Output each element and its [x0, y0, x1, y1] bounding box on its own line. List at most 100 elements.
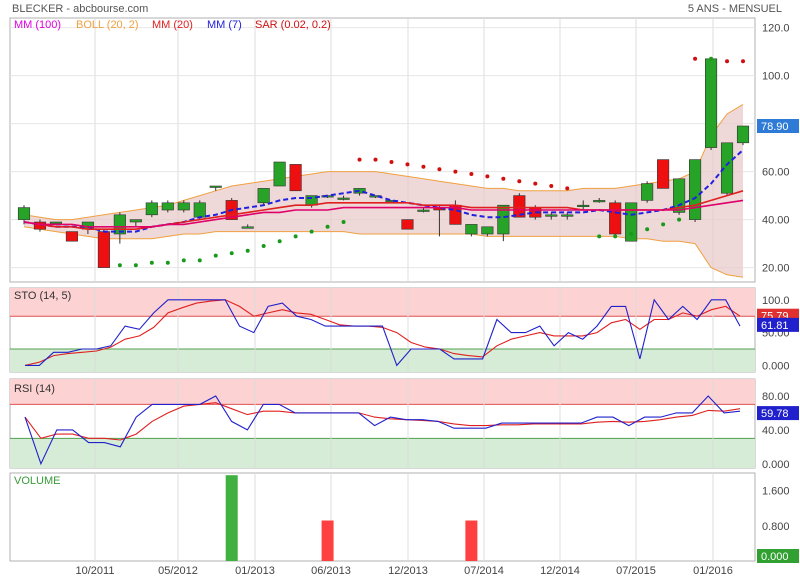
sar-dot: [373, 157, 378, 162]
candle-body: [353, 188, 366, 194]
candle: [65, 231, 78, 242]
legend-sar: SAR (0.02, 0.2): [255, 19, 331, 31]
candle-body: [193, 202, 206, 218]
legend-mm7: MM (7): [207, 19, 242, 31]
price-tick-label: 120.0: [762, 23, 790, 35]
x-tick-label: 05/2012: [158, 565, 198, 577]
candle: [561, 212, 574, 220]
sar-dot: [501, 176, 506, 181]
candle-body: [49, 221, 62, 224]
bollinger-upper: [23, 103, 744, 221]
sar-dot: [741, 59, 746, 64]
candle-body: [17, 207, 31, 220]
candle: [705, 58, 718, 150]
overlay-lines: [23, 149, 744, 233]
sar-dot: [709, 56, 714, 61]
sar-dot: [197, 258, 202, 263]
price-tick-label: 20.00: [762, 263, 790, 275]
candle: [273, 161, 286, 187]
sar-dot: [693, 56, 698, 61]
sar-dot: [261, 244, 266, 248]
candle-body: [273, 161, 286, 187]
x-tick-label: 01/2016: [693, 565, 733, 577]
legend: MM (100) BOLL (20, 2) MM (20) MM (7) SAR…: [14, 19, 331, 31]
rsi-tick-label: 80.00: [762, 391, 790, 403]
overbought-zone: [10, 379, 755, 405]
sto-label: STO (14, 5): [14, 290, 71, 302]
sar-dot: [149, 260, 154, 265]
sar-dot: [517, 179, 522, 184]
candle-body: [657, 159, 670, 189]
candle-body: [257, 188, 270, 204]
candle-body: [465, 224, 478, 235]
sar-dot: [565, 186, 570, 191]
overbought-zone: [10, 288, 755, 317]
legend-boll: BOLL (20, 2): [76, 19, 139, 31]
sar-dot: [389, 160, 394, 164]
candle-body: [145, 202, 158, 216]
candle: [689, 159, 702, 222]
rsi-label: RSI (14): [14, 383, 55, 395]
price-tick-label: 40.00: [762, 215, 790, 227]
rsi-last-tag: 59.78: [761, 408, 789, 420]
bollinger-lower: [23, 226, 744, 278]
sar-dot: [309, 229, 314, 234]
rsi-lines: [24, 395, 741, 466]
panel-frame: [9, 17, 756, 283]
candle: [161, 200, 174, 213]
candle-body: [577, 204, 590, 207]
bollinger-fill: [24, 104, 743, 278]
candle-body: [241, 226, 254, 229]
candle: [720, 142, 734, 196]
candle-body: [497, 204, 510, 235]
candle-body: [209, 185, 222, 188]
price-tick-label: 60.00: [762, 167, 790, 179]
candle-body: [177, 202, 190, 211]
sar-dot: [293, 234, 298, 239]
candle-body: [689, 159, 702, 220]
x-tick-label: 01/2013: [235, 565, 275, 577]
sar-dot: [325, 224, 330, 229]
sar-dot: [485, 174, 490, 179]
sar-dot: [405, 162, 410, 167]
candle: [241, 224, 254, 229]
volume-label: VOLUME: [14, 475, 60, 487]
legend-mm100: MM (100): [14, 19, 61, 31]
candle: [577, 200, 590, 210]
candle: [209, 185, 222, 191]
sar-dot: [661, 222, 666, 227]
candle-body: [161, 202, 174, 211]
candle: [513, 193, 526, 218]
candle: [736, 125, 750, 146]
sar-dot: [181, 258, 186, 263]
sar-dots: [117, 56, 746, 268]
volume-tick-label: 1.600: [762, 486, 790, 498]
oversold-zone: [10, 438, 755, 468]
sar-dot: [245, 248, 250, 253]
sar-dot: [229, 251, 234, 256]
candle-body: [289, 164, 302, 192]
rsi-last-tag-bg: [757, 406, 799, 421]
candle-body: [337, 197, 350, 200]
candle: [289, 164, 302, 192]
candle-body: [593, 200, 606, 203]
axis-labels: 20.0040.0060.0080.00100.0120.00.00050.00…: [76, 23, 799, 577]
candle-body: [97, 231, 110, 268]
volume-bar: [465, 520, 478, 561]
candle-body: [720, 142, 734, 194]
candle-body: [625, 202, 638, 242]
candle-body: [736, 125, 750, 144]
candle: [497, 204, 510, 242]
candle: [145, 200, 158, 218]
candle-body: [65, 231, 78, 242]
sto-k-last-tag: 61.81: [761, 320, 789, 332]
sar-dot: [133, 263, 138, 268]
candle-body: [113, 214, 126, 235]
x-tick-label: 12/2013: [388, 565, 428, 577]
candle-body: [513, 195, 526, 218]
rsi-tick-label: 0.000: [762, 459, 790, 471]
oversold-zone: [10, 349, 755, 372]
sar-dot: [453, 169, 458, 174]
chart-period: 5 ANS - MENSUEL: [688, 3, 782, 15]
